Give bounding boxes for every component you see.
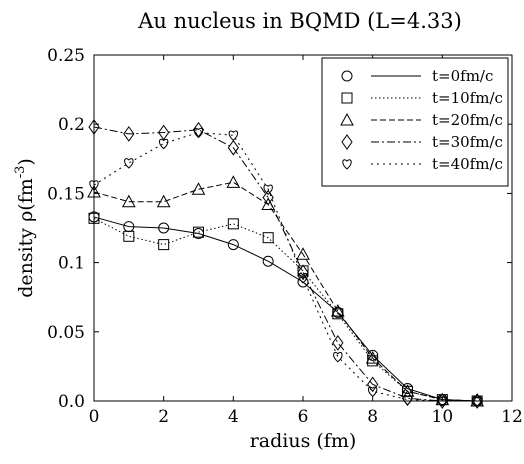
data-point-square bbox=[88, 212, 100, 224]
data-point-heart bbox=[298, 273, 308, 284]
series-line-2 bbox=[93, 217, 478, 402]
series-lines bbox=[93, 126, 478, 402]
data-point-heart bbox=[159, 138, 169, 150]
data-point-heart bbox=[368, 386, 378, 397]
series-markers bbox=[87, 119, 485, 409]
series-line-3 bbox=[93, 181, 478, 402]
y-axis-title-prefix: density ρ(fm bbox=[15, 178, 37, 298]
legend-label: t=10fm/c bbox=[432, 89, 503, 107]
data-point-circle bbox=[367, 349, 379, 361]
data-point-diamond bbox=[158, 124, 170, 141]
data-point-triangle bbox=[156, 194, 171, 208]
data-point-square bbox=[262, 232, 274, 244]
legend-marker-triangle bbox=[340, 112, 354, 126]
y-axis-title-group: density ρ(fm-3) bbox=[13, 158, 37, 298]
data-point-triangle bbox=[87, 184, 101, 198]
data-point-square bbox=[227, 218, 239, 230]
data-point-heart bbox=[402, 394, 413, 406]
y-tick-label: 0.2 bbox=[58, 115, 85, 135]
x-axis-title: radius (fm) bbox=[250, 430, 357, 452]
legend-label: t=30fm/c bbox=[432, 133, 503, 151]
legend-marker-heart bbox=[342, 159, 352, 170]
data-point-heart bbox=[263, 184, 273, 195]
data-point-diamond bbox=[192, 121, 205, 138]
data-point-diamond bbox=[367, 376, 379, 393]
x-tick-label: 8 bbox=[367, 407, 378, 427]
data-point-circle bbox=[158, 222, 170, 234]
data-point-triangle bbox=[435, 392, 450, 406]
y-axis-title-suffix: ) bbox=[15, 158, 37, 165]
legend-marker-diamond bbox=[341, 134, 353, 150]
y-axis-title-exponent: -3 bbox=[13, 166, 28, 179]
x-tick-label: 10 bbox=[432, 407, 454, 427]
data-point-diamond bbox=[88, 119, 100, 135]
data-point-diamond bbox=[436, 393, 448, 409]
data-point-triangle bbox=[261, 197, 276, 210]
data-point-triangle bbox=[330, 303, 345, 317]
data-point-circle bbox=[227, 239, 239, 251]
x-tick-label: 0 bbox=[89, 407, 100, 427]
data-point-heart bbox=[437, 396, 447, 407]
data-point-triangle bbox=[296, 247, 310, 260]
y-tick-label: 0.1 bbox=[58, 254, 85, 274]
x-tick-label: 4 bbox=[228, 407, 239, 427]
data-point-diamond bbox=[227, 139, 239, 156]
data-point-diamond bbox=[123, 126, 135, 142]
data-point-triangle bbox=[191, 182, 206, 195]
y-tick-label: 0.25 bbox=[47, 46, 85, 66]
data-point-square bbox=[123, 230, 135, 242]
data-point-circle bbox=[262, 255, 274, 267]
data-point-heart bbox=[333, 351, 343, 363]
series-line-5 bbox=[93, 131, 478, 402]
data-point-triangle bbox=[121, 194, 136, 208]
legend: t=0fm/c t=10fm/c t=20fm/c t=30fm/c t=40fm/c bbox=[321, 57, 509, 187]
x-tick-label: 12 bbox=[501, 407, 523, 427]
series-line-1 bbox=[93, 216, 478, 402]
data-point-heart bbox=[193, 127, 204, 139]
data-point-triangle bbox=[365, 351, 380, 364]
data-point-diamond bbox=[332, 335, 344, 351]
chart-title: Au nucleus in BQMD (L=4.33) bbox=[137, 9, 462, 33]
y-tick-label: 0.0 bbox=[58, 392, 85, 412]
legend-marker-circle bbox=[341, 70, 353, 82]
data-point-diamond bbox=[471, 393, 483, 409]
y-axis-title: density ρ(fm-3) bbox=[13, 158, 37, 298]
data-point-square bbox=[193, 226, 204, 238]
data-point-heart bbox=[472, 396, 482, 407]
data-point-heart bbox=[89, 180, 99, 191]
legend-label: t=40fm/c bbox=[432, 155, 503, 173]
legend-label: t=20fm/c bbox=[432, 111, 503, 129]
data-point-diamond bbox=[262, 189, 274, 206]
x-tick-label: 6 bbox=[298, 407, 309, 427]
x-tick-label: 2 bbox=[158, 407, 169, 427]
data-point-heart bbox=[228, 130, 238, 141]
series-line-4 bbox=[93, 126, 478, 402]
data-point-diamond bbox=[297, 264, 309, 281]
data-point-square bbox=[158, 239, 170, 251]
legend-box bbox=[321, 57, 509, 187]
legend-entries: t=0fm/c t=10fm/c t=20fm/c t=30fm/c t=40fm/c bbox=[340, 67, 503, 173]
y-tick-label: 0.05 bbox=[47, 323, 85, 343]
data-point-heart bbox=[124, 158, 134, 169]
legend-label: t=0fm/c bbox=[432, 67, 493, 85]
legend-marker-square bbox=[341, 92, 353, 104]
data-point-triangle bbox=[226, 175, 241, 188]
y-tick-label: 0.15 bbox=[47, 184, 85, 204]
axes: 0 2 4 6 8 10 12 0.0 0.05 0.1 0.15 0.2 0.25 bbox=[47, 46, 523, 427]
data-point-circle bbox=[297, 276, 309, 288]
